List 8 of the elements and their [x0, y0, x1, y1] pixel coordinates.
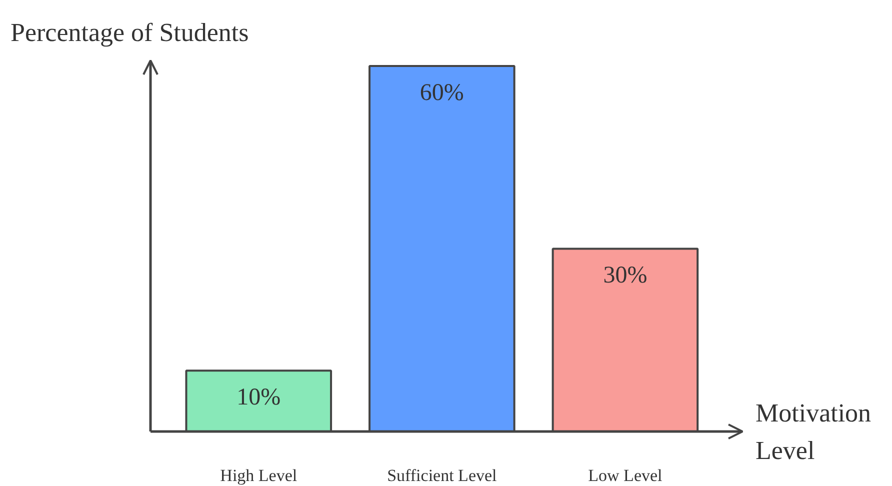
x-axis-title: Motivation Level: [756, 398, 872, 466]
data-label: 30%: [603, 262, 648, 289]
x-tick-label: High Level: [220, 466, 298, 485]
x-tick-label: Low Level: [588, 466, 663, 485]
data-label: 60%: [420, 80, 464, 106]
x-tick-label: Sufficient Level: [387, 466, 498, 485]
y-axis-title: Percentage of Students: [10, 18, 249, 47]
data-label: 10%: [236, 384, 281, 411]
